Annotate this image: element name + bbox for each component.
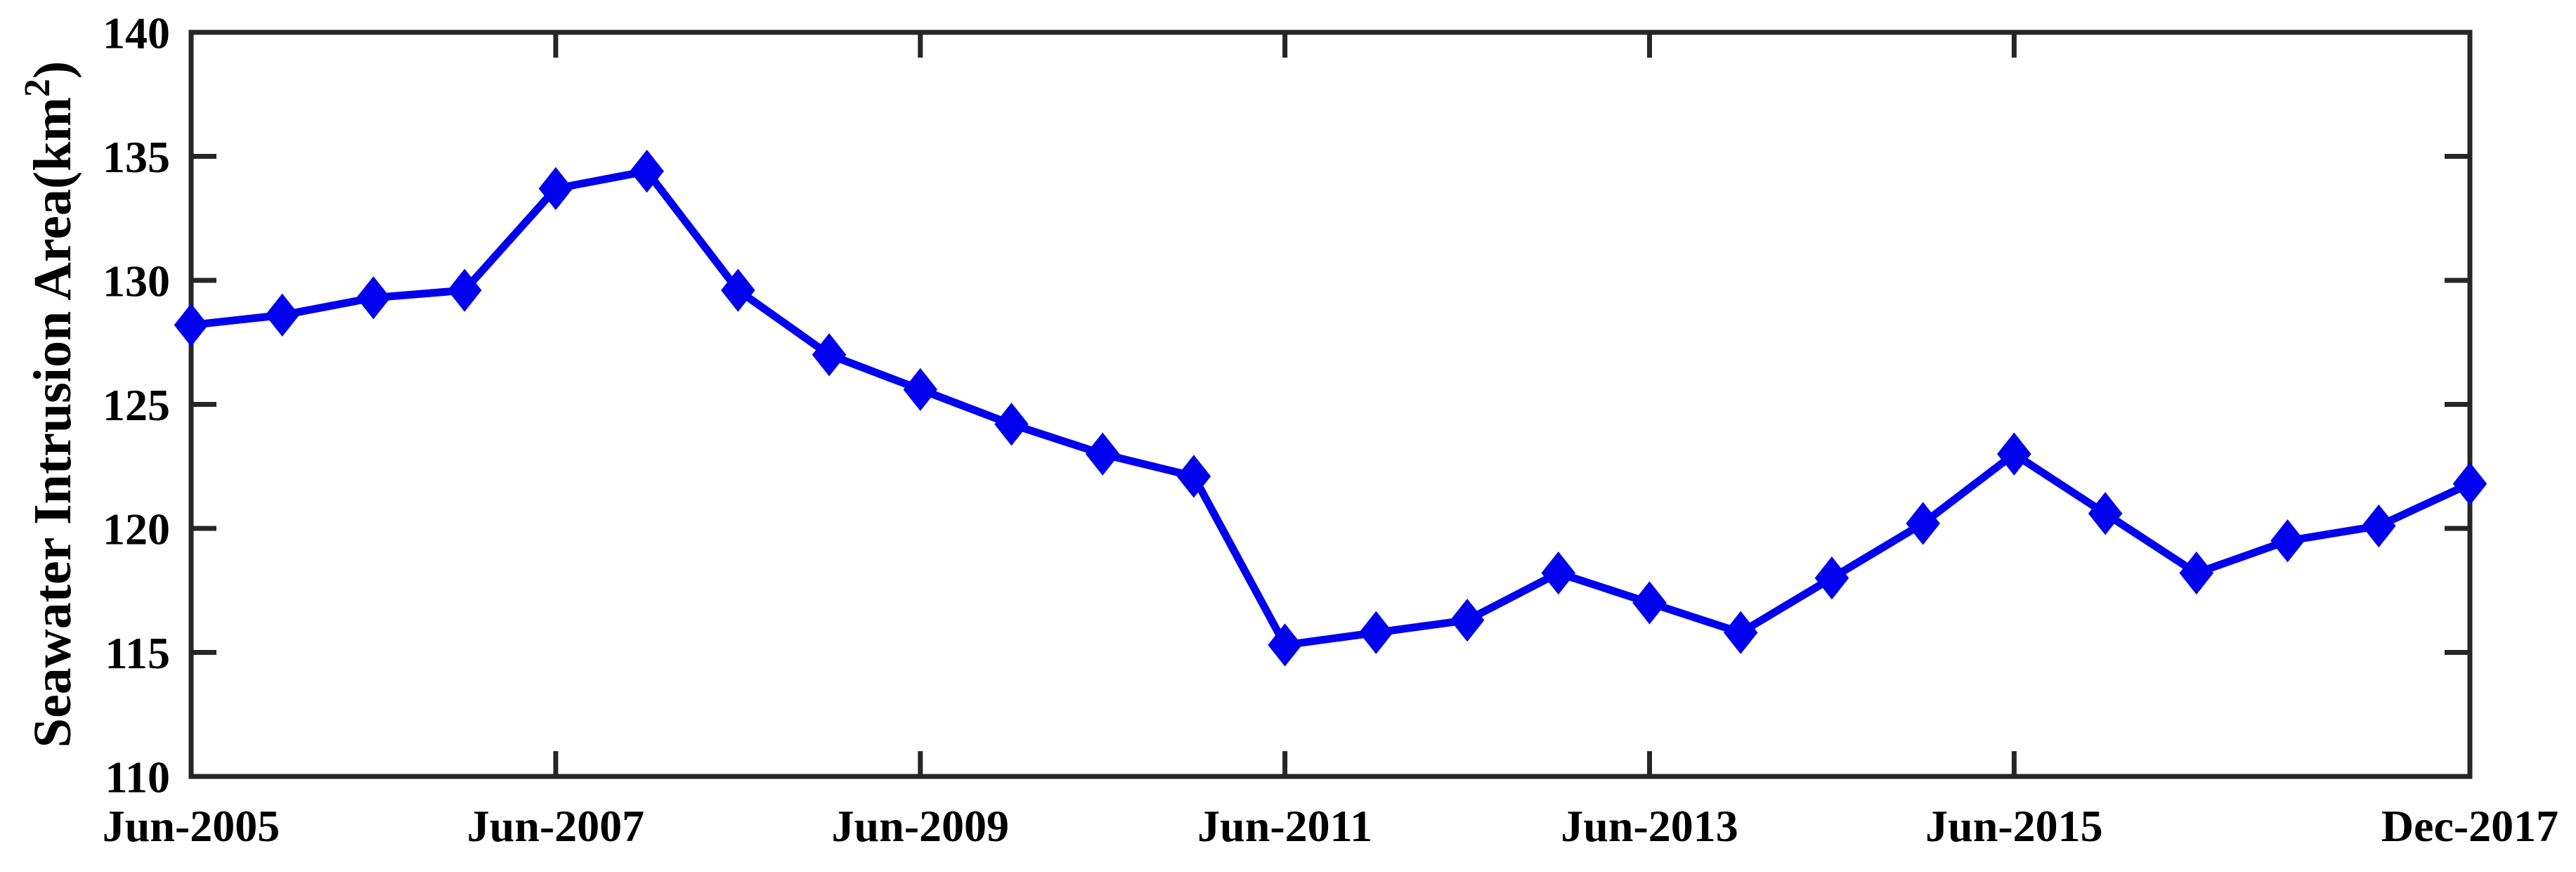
data-point-marker [1723,611,1758,654]
data-point-marker [903,367,938,411]
data-point-marker [2179,551,2214,595]
data-point-marker [1814,556,1849,600]
x-tick-label: Jun-2007 [467,801,645,851]
x-tick-label: Jun-2011 [1197,801,1372,851]
data-point-marker [2088,492,2123,535]
data-point-marker [1997,432,2031,476]
x-tick-label: Jun-2013 [1561,801,1738,851]
data-point-marker [265,293,299,337]
x-tick-label: Jun-2009 [832,801,1010,851]
y-tick-label: 140 [103,8,170,58]
data-point-marker [721,268,755,312]
data-point-marker [1176,455,1211,498]
data-point-marker [630,150,664,193]
y-tick-label: 110 [105,752,170,802]
y-tick-label: 120 [103,504,170,554]
data-point-marker [1268,623,1302,667]
y-tick-label: 130 [103,256,170,306]
data-point-marker [538,167,573,210]
y-tick-label: 115 [105,628,170,678]
y-axis-label: Seawater Intrusion Area(km2) [18,61,82,748]
data-point-marker [1359,611,1393,654]
x-tick-label: Jun-2015 [1925,801,2103,851]
data-point-marker [2452,462,2487,506]
data-point-marker [1085,432,1120,476]
data-point-marker [994,403,1029,446]
data-point-marker [174,303,209,347]
x-tick-label: Dec-2017 [2381,801,2558,851]
data-point-marker [1450,599,1485,642]
y-tick-label: 135 [103,132,170,182]
data-point-marker [2270,519,2305,563]
data-point-marker [1632,581,1667,625]
x-tick-label: Jun-2005 [103,801,280,851]
data-point-marker [447,268,482,312]
data-point-marker [2362,504,2396,548]
data-point-marker [1906,502,1940,545]
data-point-marker [812,333,847,377]
data-line-seawater-intrusion-area [190,167,2472,649]
y-tick-label: 125 [103,380,170,430]
data-point-marker [1541,551,1576,595]
data-point-marker [356,276,391,320]
